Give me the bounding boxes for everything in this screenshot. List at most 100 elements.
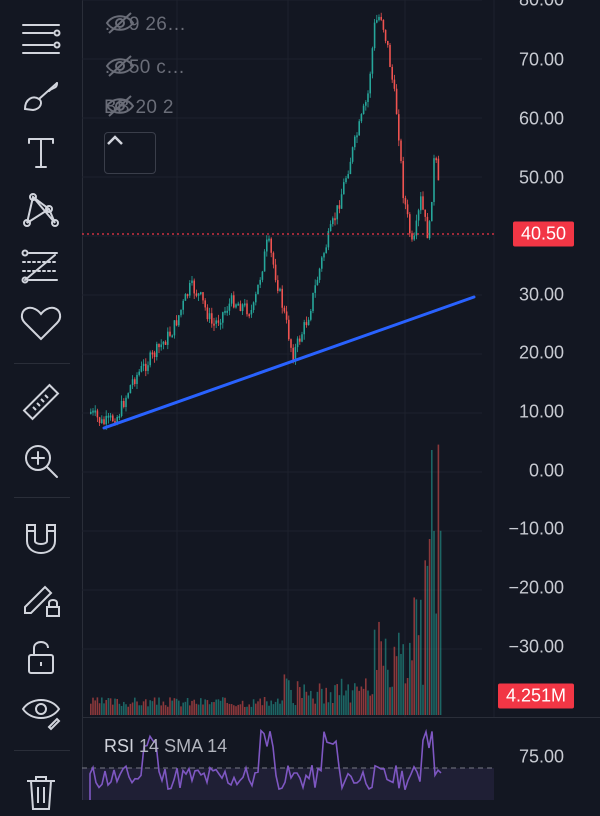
candle-body <box>310 311 312 320</box>
volume-bar <box>173 698 176 715</box>
visibility-tool[interactable] <box>16 686 66 736</box>
candle-body <box>261 271 264 280</box>
text-tool[interactable] <box>16 128 66 178</box>
volume-bar <box>292 703 294 715</box>
candle-body <box>233 295 235 308</box>
candle-body <box>312 292 314 312</box>
volume-bar <box>398 632 400 715</box>
pane-divider[interactable] <box>82 717 600 718</box>
volume-bar <box>417 635 420 715</box>
candle-body <box>193 280 195 294</box>
candle-body <box>228 303 231 311</box>
candle-body <box>433 158 435 202</box>
volume-bar <box>184 701 187 715</box>
candle-body <box>437 158 440 181</box>
volume-bar <box>285 678 288 715</box>
candle-body <box>435 158 437 161</box>
rsi-band <box>82 768 494 800</box>
candle-body <box>270 238 272 253</box>
candle-body <box>279 288 281 291</box>
candle-body <box>395 88 398 115</box>
candle-body <box>248 314 250 317</box>
volume-bar <box>136 701 138 715</box>
candle-body <box>303 322 305 335</box>
candle-body <box>197 293 200 296</box>
legend-row-2[interactable]: … 50 c… <box>104 53 201 83</box>
candle-body <box>424 209 426 217</box>
lock-tool[interactable] <box>16 632 66 682</box>
volume-bar <box>281 700 283 715</box>
volume-bar <box>169 697 171 715</box>
delete-tool[interactable] <box>16 766 66 816</box>
volume-bar <box>312 698 314 715</box>
volume-bar <box>266 701 268 715</box>
volume-bar <box>343 695 345 715</box>
candle-body <box>138 371 140 375</box>
volume-bar <box>314 703 316 715</box>
rsi-legend[interactable]: RSI 14 SMA 14 <box>104 736 227 757</box>
candle-body <box>208 313 211 320</box>
candle-body <box>250 309 253 315</box>
candle-body <box>217 320 220 323</box>
candle-body <box>391 66 393 80</box>
candle-body <box>338 205 341 209</box>
chart-canvas[interactable] <box>82 0 600 800</box>
collapse-legend-button[interactable] <box>104 132 156 174</box>
price-chart[interactable]: … 9 26… … 50 c… BB 20 2 80.00 70.00 60.0… <box>82 0 600 800</box>
candle-body <box>318 268 321 280</box>
volume-bar <box>118 703 121 715</box>
volume-bar <box>261 705 264 715</box>
pattern-icon <box>23 193 59 227</box>
volume-bar <box>204 699 206 715</box>
volume-bar <box>367 690 369 715</box>
zoom-tool[interactable] <box>16 436 66 486</box>
toolbar-separator <box>14 750 70 751</box>
candle-body <box>274 264 277 281</box>
candle-body <box>409 214 411 234</box>
volume-bar <box>90 703 92 715</box>
volume-bar <box>369 695 371 715</box>
candle-body <box>299 338 301 342</box>
candle-body <box>127 393 129 398</box>
volume-bar <box>252 699 255 715</box>
candle-body <box>237 303 239 306</box>
volume-bar <box>428 539 431 715</box>
favorites-tool[interactable] <box>16 298 66 348</box>
fib-tool[interactable] <box>16 242 66 292</box>
candle-body <box>103 419 105 425</box>
volume-bar <box>334 685 336 715</box>
candle-body <box>169 331 171 336</box>
price-label: 70.00 <box>518 49 564 70</box>
cursor-lines-tool[interactable] <box>16 14 66 64</box>
eye-icon <box>21 699 61 731</box>
price-label: 0.00 <box>528 460 564 481</box>
candle-body <box>334 218 336 221</box>
legend-row-3[interactable]: BB 20 2 <box>104 93 190 123</box>
volume-bar <box>178 700 180 715</box>
candle-body <box>109 415 112 418</box>
volume-bar <box>290 689 292 715</box>
volume-bar <box>305 691 308 715</box>
candle-body <box>281 288 283 308</box>
brush-tool[interactable] <box>16 72 66 122</box>
rsi-title: RSI <box>104 736 135 756</box>
candle-body <box>200 292 202 295</box>
volume-bar <box>120 705 123 715</box>
volume-bar <box>268 705 270 715</box>
candle-body <box>325 247 327 254</box>
measure-tool[interactable] <box>16 378 66 428</box>
legend-row-1[interactable]: … 9 26… <box>104 10 202 40</box>
candle-body <box>316 279 319 286</box>
candle-body <box>112 415 114 422</box>
pattern-tool[interactable] <box>16 184 66 234</box>
volume-bar <box>358 690 360 715</box>
candle-body <box>393 79 396 89</box>
lock-drawings-tool[interactable] <box>16 574 66 624</box>
candle-body <box>255 294 257 303</box>
magnet-tool[interactable] <box>16 514 66 564</box>
volume-bar <box>107 698 110 715</box>
volume-bar <box>206 700 209 715</box>
volume-bar <box>283 674 286 715</box>
volume-bar <box>424 560 426 715</box>
volume-bar <box>277 698 279 715</box>
